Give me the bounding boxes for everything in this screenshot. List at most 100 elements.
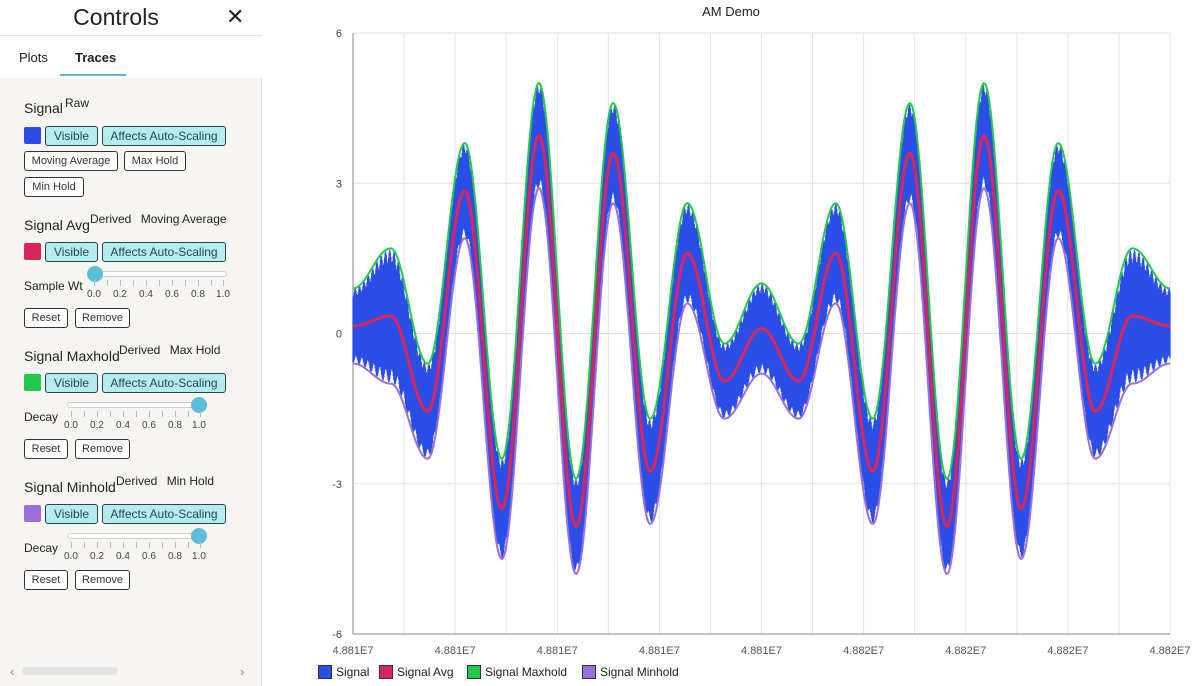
legend-label: Signal Maxhold — [485, 665, 568, 679]
tick-label: 0.6 — [142, 551, 156, 562]
x-tick-label: 4.882E7 — [843, 645, 884, 657]
x-tick-label: 4.881E7 — [741, 645, 782, 657]
legend-swatch — [582, 665, 596, 679]
chevron-left-icon[interactable]: ‹ — [10, 664, 15, 679]
color-swatch-signal-minhold[interactable] — [24, 505, 41, 522]
y-tick-label: 3 — [336, 178, 342, 190]
trace-tag: Derived — [90, 212, 132, 226]
slider-label-decay: Decay — [24, 410, 59, 424]
trace-name-signal-avg: Signal Avg — [24, 217, 90, 233]
series-signal-maxhold — [353, 81, 1170, 480]
color-swatch-signal-maxhold[interactable] — [24, 374, 41, 391]
tick-label: 0.8 — [168, 420, 182, 431]
controls-header: Controls ✕ — [0, 0, 262, 36]
tick-label: 0.0 — [64, 420, 78, 431]
slider-label-sample-wt: Sample Wt — [24, 279, 83, 293]
sample-wt-slider-track[interactable] — [90, 271, 227, 277]
x-tick-label: 4.881E7 — [537, 645, 578, 657]
autoscale-toggle-signal[interactable]: Affects Auto-Scaling — [102, 126, 226, 146]
reset-button-signal-avg[interactable]: Reset — [24, 308, 68, 328]
close-icon[interactable]: ✕ — [226, 4, 245, 29]
x-tick-label: 4.882E7 — [1150, 645, 1191, 657]
visible-toggle-signal-minhold[interactable]: Visible — [45, 504, 98, 524]
legend-item-signal[interactable]: Signal — [318, 665, 369, 681]
max-hold-button[interactable]: Max Hold — [124, 151, 186, 171]
am-demo-chart: AM Demo 6 3 0 -3 -6 4.881E7 4.881E7 4.881E7 4.88… — [262, 0, 1200, 686]
trace-tag: Moving Average — [140, 212, 227, 226]
moving-average-button[interactable]: Moving Average — [24, 151, 118, 171]
trace-tags-signal-avg: Derived Moving Average — [90, 212, 233, 226]
legend-item-signal-minhold[interactable]: Signal Minhold — [582, 665, 679, 681]
remove-button-signal-avg[interactable]: Remove — [75, 308, 130, 328]
chart-title: AM Demo — [702, 4, 760, 19]
trace-tags-signal-maxhold: Derived Max Hold — [119, 343, 226, 357]
tick-label: 0.2 — [90, 551, 104, 562]
plot-area[interactable]: 6 3 0 -3 -6 4.881E7 4.881E7 4.881E7 4.881E7 4.881… — [262, 0, 1200, 686]
trace-tag: Min Hold — [166, 474, 215, 488]
tab-traces[interactable]: Traces — [75, 50, 117, 65]
tick-label: 0.8 — [191, 289, 205, 300]
autoscale-toggle-signal-minhold[interactable]: Affects Auto-Scaling — [102, 504, 226, 524]
min-hold-button[interactable]: Min Hold — [24, 177, 84, 197]
y-tick-label: -3 — [332, 479, 342, 491]
decay-slider-track[interactable] — [67, 533, 205, 539]
controls-panel: Controls ✕ Plots Traces Signal Raw Visib… — [0, 0, 262, 686]
tick-label: 0.6 — [142, 420, 156, 431]
legend-swatch — [467, 665, 481, 679]
series-signal-minhold — [352, 187, 1171, 576]
active-tab-indicator — [60, 74, 126, 76]
scrollbar-thumb[interactable] — [22, 667, 118, 675]
series-signal-avg — [353, 133, 1170, 529]
legend-swatch — [379, 665, 393, 679]
tick-label: 0.6 — [165, 289, 179, 300]
autoscale-toggle-signal-maxhold[interactable]: Affects Auto-Scaling — [102, 373, 226, 393]
decay-slider-thumb[interactable] — [191, 397, 207, 413]
trace-name-signal: Signal — [24, 100, 63, 116]
decay-ticks — [71, 542, 201, 548]
reset-button-signal-maxhold[interactable]: Reset — [24, 439, 68, 459]
tick-label: 1.0 — [192, 551, 206, 562]
legend-item-signal-avg[interactable]: Signal Avg — [379, 665, 454, 681]
reset-button-signal-minhold[interactable]: Reset — [24, 570, 68, 590]
y-tick-label: 0 — [336, 329, 342, 341]
decay-slider-thumb[interactable] — [191, 528, 207, 544]
x-tick-label: 4.881E7 — [333, 645, 374, 657]
sample-wt-ticks — [94, 280, 224, 286]
tick-label: 0.4 — [139, 289, 153, 300]
remove-button-signal-minhold[interactable]: Remove — [75, 570, 130, 590]
legend-label: Signal Avg — [397, 665, 454, 679]
trace-tag: Derived — [116, 474, 158, 488]
tick-label: 0.2 — [113, 289, 127, 300]
tick-label: 1.0 — [216, 289, 230, 300]
legend-item-signal-maxhold[interactable]: Signal Maxhold — [467, 665, 567, 681]
remove-button-signal-maxhold[interactable]: Remove — [75, 439, 130, 459]
controls-tabs: Plots Traces — [0, 36, 262, 78]
x-tick-label: 4.882E7 — [1047, 645, 1088, 657]
tick-label: 0.0 — [87, 289, 101, 300]
visible-toggle-signal-avg[interactable]: Visible — [45, 242, 98, 262]
trace-tag: Derived — [119, 343, 161, 357]
slider-label-decay: Decay — [24, 541, 59, 555]
color-swatch-signal[interactable] — [24, 127, 41, 144]
x-tick-label: 4.882E7 — [945, 645, 986, 657]
trace-tag: Raw — [65, 96, 90, 110]
chevron-right-icon[interactable]: › — [240, 664, 245, 679]
trace-name-signal-minhold: Signal Minhold — [24, 479, 116, 495]
visible-toggle-signal-maxhold[interactable]: Visible — [45, 373, 98, 393]
visible-toggle-signal[interactable]: Visible — [45, 126, 98, 146]
trace-tags-signal: Raw — [65, 96, 95, 110]
decay-ticks — [71, 411, 201, 417]
legend-label: Signal — [336, 665, 370, 679]
sidebar-horizontal-scrollbar[interactable]: ‹ › — [0, 662, 262, 682]
color-swatch-signal-avg[interactable] — [24, 243, 41, 260]
controls-title: Controls — [73, 4, 159, 30]
autoscale-toggle-signal-avg[interactable]: Affects Auto-Scaling — [102, 242, 226, 262]
tick-label: 0.4 — [116, 420, 130, 431]
sample-wt-slider-thumb[interactable] — [87, 266, 103, 282]
legend-swatch — [318, 665, 332, 679]
trace-name-signal-maxhold: Signal Maxhold — [24, 348, 120, 364]
tab-plots[interactable]: Plots — [19, 50, 48, 65]
tick-label: 0.4 — [116, 551, 130, 562]
legend-label: Signal Minhold — [600, 665, 679, 679]
decay-slider-track[interactable] — [67, 402, 205, 408]
